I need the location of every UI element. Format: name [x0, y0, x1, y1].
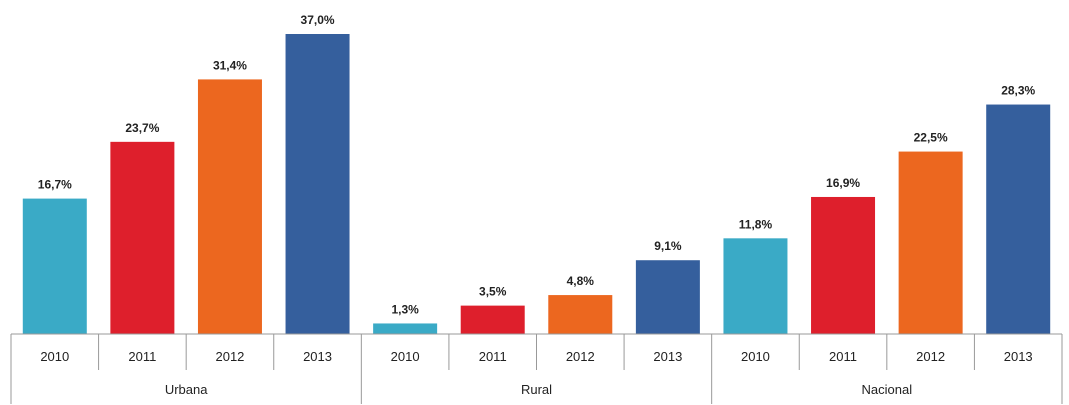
- bar-nacional-2013: [986, 104, 1051, 334]
- x-tick-label: 2010: [40, 349, 69, 364]
- data-label: 23,7%: [125, 121, 159, 135]
- x-tick-label: 2013: [1004, 349, 1033, 364]
- bar-urbana-2010: [22, 198, 87, 334]
- data-label: 3,5%: [479, 285, 507, 299]
- group-label-urbana: Urbana: [165, 382, 208, 397]
- bar-rural-2011: [460, 305, 525, 334]
- data-label: 28,3%: [1001, 84, 1035, 98]
- data-label: 4,8%: [567, 274, 595, 288]
- x-tick-label: 2012: [916, 349, 945, 364]
- data-label: 16,9%: [826, 176, 860, 190]
- data-label: 31,4%: [213, 58, 247, 72]
- group-label-nacional: Nacional: [862, 382, 913, 397]
- group-label-rural: Rural: [521, 382, 552, 397]
- bar-rural-2013: [635, 260, 700, 334]
- data-label: 16,7%: [38, 178, 72, 192]
- bar-rural-2012: [548, 295, 613, 334]
- data-label: 37,0%: [301, 13, 335, 27]
- data-label: 9,1%: [654, 239, 682, 253]
- x-tick-label: 2011: [829, 349, 857, 364]
- x-tick-label: 2012: [566, 349, 595, 364]
- bar-urbana-2011: [110, 141, 175, 334]
- x-tick-label: 2010: [741, 349, 770, 364]
- bar-urbana-2013: [285, 34, 350, 334]
- data-label: 1,3%: [391, 302, 419, 316]
- data-label: 22,5%: [914, 131, 948, 145]
- bar-nacional-2012: [898, 151, 963, 334]
- x-tick-label: 2013: [303, 349, 332, 364]
- x-tick-label: 2011: [479, 349, 507, 364]
- data-label: 11,8%: [739, 217, 773, 231]
- x-tick-label: 2012: [215, 349, 244, 364]
- bar-nacional-2010: [723, 238, 788, 334]
- bar-urbana-2012: [197, 79, 262, 334]
- x-tick-label: 2010: [391, 349, 420, 364]
- x-tick-label: 2013: [653, 349, 682, 364]
- bar-rural-2010: [373, 323, 438, 334]
- bar-nacional-2011: [811, 196, 876, 334]
- x-tick-label: 2011: [128, 349, 156, 364]
